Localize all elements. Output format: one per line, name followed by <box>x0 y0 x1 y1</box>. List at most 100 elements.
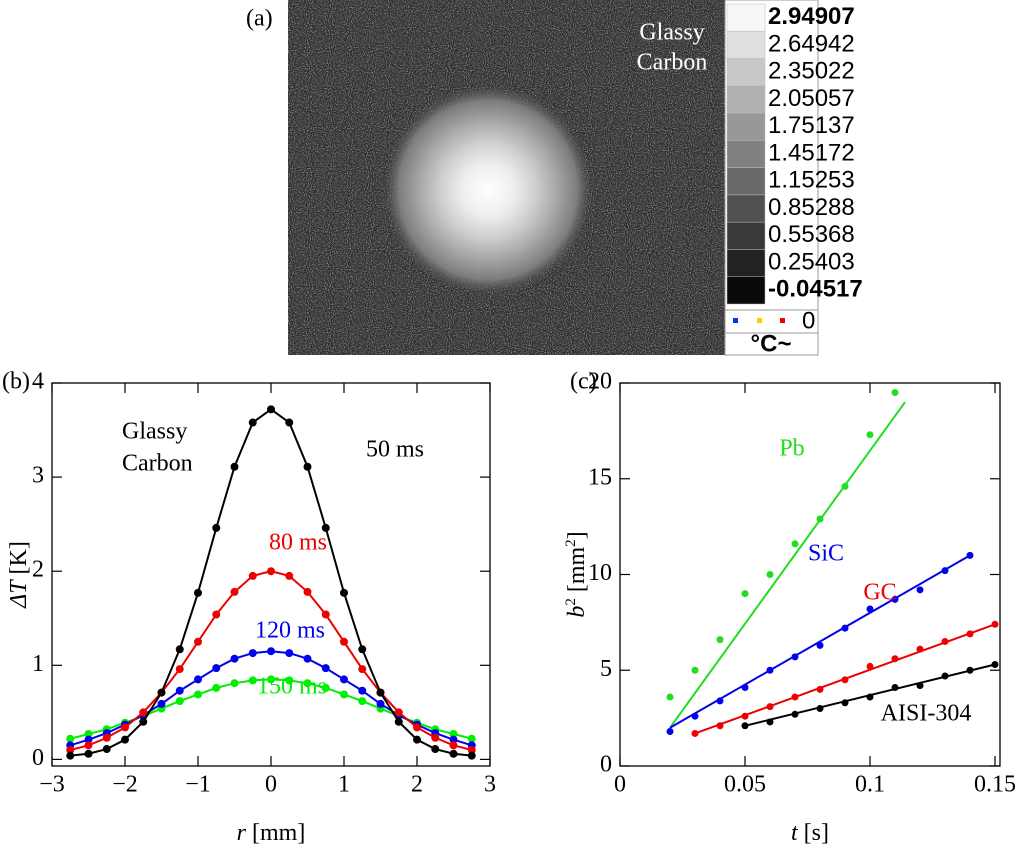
data-point <box>66 746 75 755</box>
data-point <box>340 588 348 597</box>
data-point <box>866 431 874 439</box>
colorbar-label: 2.64942 <box>768 30 855 57</box>
data-point <box>741 712 749 720</box>
data-point <box>891 595 899 603</box>
data-point <box>866 662 874 670</box>
data-point <box>285 676 294 685</box>
data-point <box>816 705 824 713</box>
data-point <box>139 708 148 717</box>
data-point <box>175 665 184 674</box>
data-point <box>376 688 385 697</box>
data-point <box>741 590 749 598</box>
data-point <box>716 697 724 705</box>
y-tick-label: 20 <box>588 369 612 395</box>
data-point <box>991 620 999 628</box>
x-axis-label: t [s] <box>791 820 829 846</box>
colorbar-label: 2.35022 <box>768 58 855 85</box>
data-point <box>991 661 999 669</box>
data-point <box>340 637 348 646</box>
data-point <box>449 735 458 744</box>
x-tick-label: −2 <box>112 772 138 798</box>
colorbar-label: 0.55368 <box>768 221 855 248</box>
series-label: 150 ms <box>257 674 327 700</box>
data-point <box>891 655 899 663</box>
data-point <box>841 624 849 632</box>
data-point <box>212 664 221 673</box>
data-point <box>394 708 403 717</box>
data-point <box>666 693 674 701</box>
plots: (a) Glassy Carbon 2.949072.649422.350222.05… <box>2 3 1016 846</box>
data-point <box>916 645 924 653</box>
data-point <box>866 605 874 613</box>
data-point <box>194 675 202 684</box>
x-axis-label: r [mm] <box>237 820 306 846</box>
data-point <box>431 733 440 742</box>
data-point <box>267 405 275 414</box>
data-point <box>321 523 330 532</box>
data-point <box>766 703 774 711</box>
data-point <box>230 587 239 596</box>
y-tick-label: 3 <box>32 463 44 489</box>
data-point <box>230 679 239 688</box>
data-point <box>941 672 949 680</box>
x-tick-label: −3 <box>39 772 65 798</box>
colorbar-legend: 0 <box>802 307 815 334</box>
data-point <box>413 735 421 744</box>
data-point <box>66 734 75 743</box>
colorbar-label: 1.75137 <box>768 112 855 139</box>
y-label-part: [mm <box>564 547 590 599</box>
data-point <box>866 693 874 701</box>
data-point <box>248 676 257 685</box>
annotation: Carbon <box>637 50 708 76</box>
legend-square <box>733 318 738 323</box>
data-point <box>966 666 974 674</box>
data-point <box>816 685 824 693</box>
colorbar-label: 2.05057 <box>768 85 855 112</box>
colorbar-band <box>726 140 766 168</box>
data-point <box>340 675 348 684</box>
x-label-part: [s] <box>798 820 829 846</box>
colorbar-label: 2.94907 <box>768 3 855 30</box>
series-label: 50 ms <box>366 437 424 463</box>
colorbar-band <box>726 249 766 277</box>
data-point <box>267 567 275 576</box>
legend-square <box>757 318 762 323</box>
data-point <box>358 665 367 674</box>
data-point <box>766 666 774 674</box>
data-point <box>841 699 849 707</box>
data-point <box>285 571 294 580</box>
data-point <box>175 697 184 706</box>
x-tick-label: −1 <box>185 772 211 798</box>
thermal-image <box>288 0 819 356</box>
series-label: AISI-304 <box>881 701 972 727</box>
data-point <box>691 712 699 720</box>
y-label-part: ] <box>564 531 590 539</box>
data-point <box>84 741 93 750</box>
data-point <box>741 722 749 730</box>
data-point <box>175 686 184 695</box>
data-point <box>139 717 148 726</box>
data-point <box>449 741 458 750</box>
data-point <box>358 697 367 706</box>
x-label-part: [mm] <box>246 820 305 846</box>
data-point <box>691 729 699 737</box>
x-tick-label: 0 <box>614 772 626 798</box>
data-point <box>376 699 385 708</box>
colorbar-label: 1.45172 <box>768 139 855 166</box>
data-point <box>267 647 275 656</box>
data-point <box>666 728 674 736</box>
y-tick-label: 0 <box>600 752 612 778</box>
data-point <box>841 482 849 490</box>
y-label-part: b <box>564 606 590 618</box>
data-point <box>741 683 749 691</box>
data-point <box>212 523 221 532</box>
data-point <box>791 540 799 548</box>
data-point <box>891 389 899 397</box>
data-point <box>691 666 699 674</box>
data-point <box>321 664 330 673</box>
data-point <box>891 683 899 691</box>
data-point <box>916 682 924 690</box>
data-point <box>212 610 221 619</box>
data-point <box>303 679 312 688</box>
